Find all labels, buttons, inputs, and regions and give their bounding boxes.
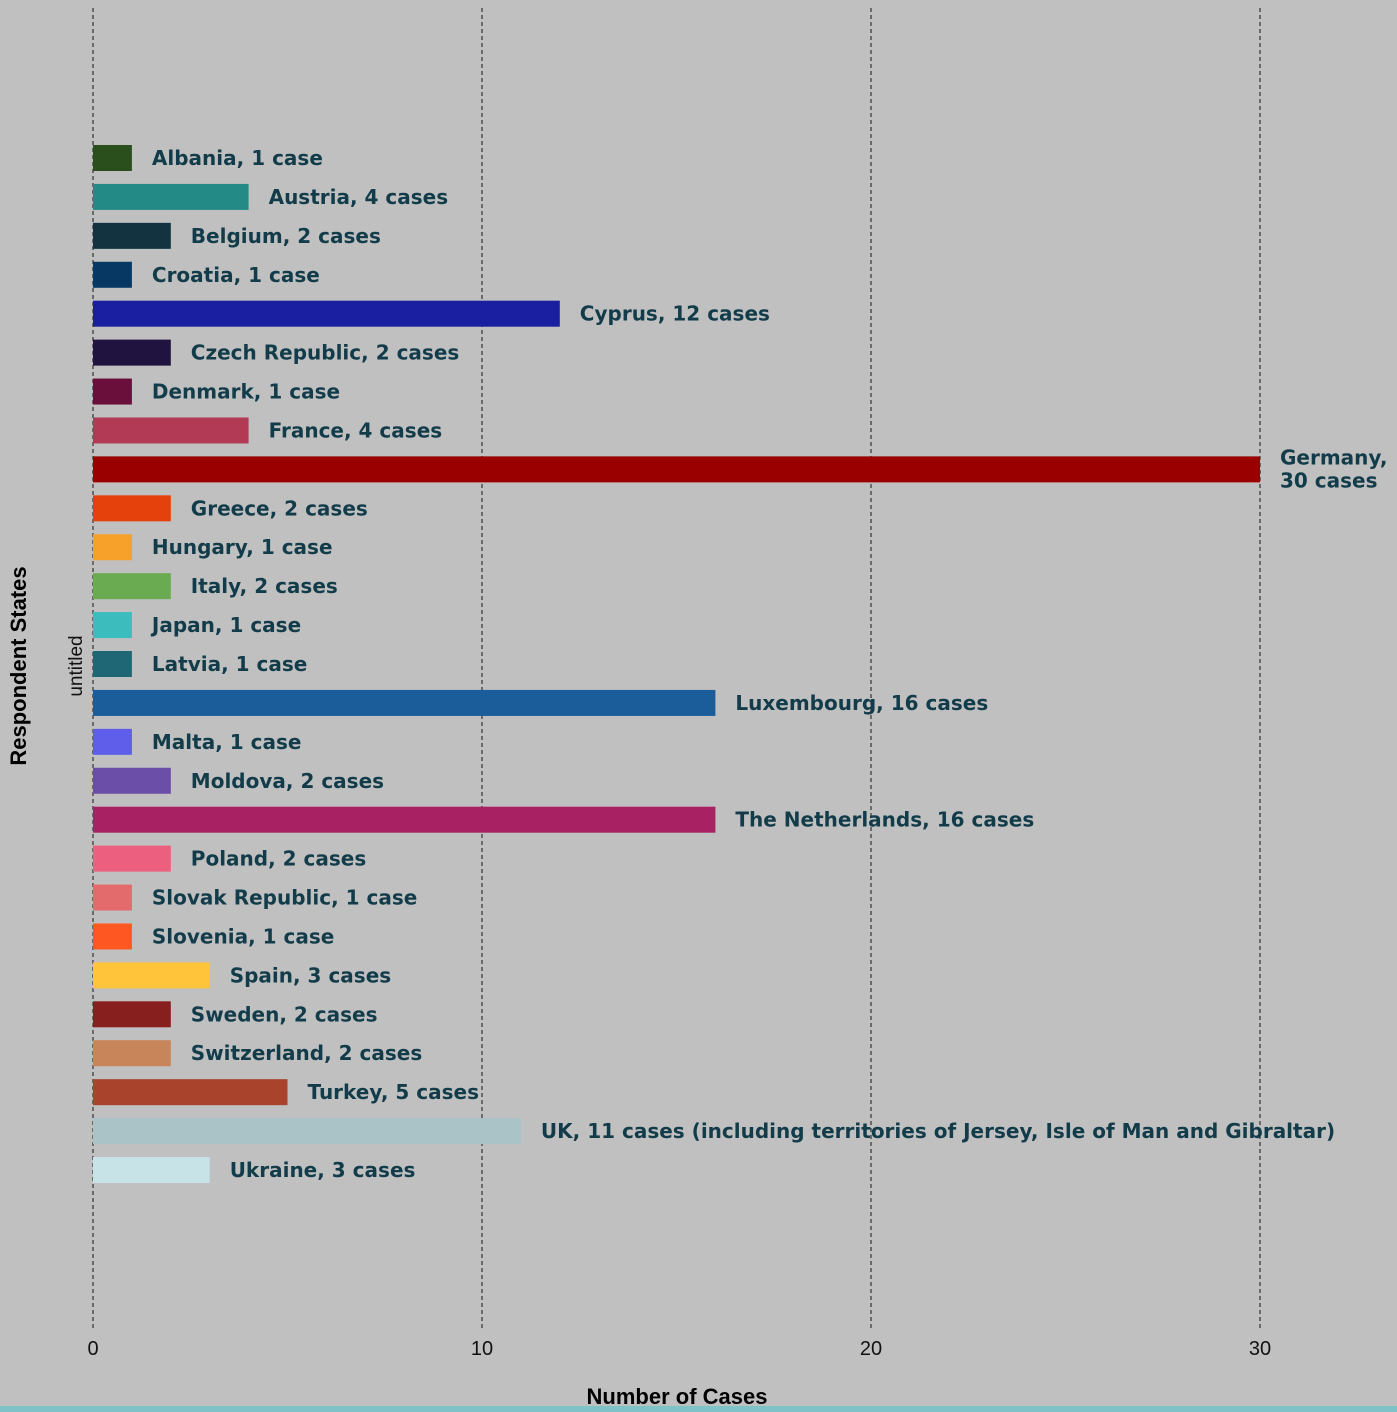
bar: [93, 612, 132, 639]
bar: [93, 145, 132, 171]
x-axis-title: Number of Cases: [586, 1384, 768, 1409]
bar: [93, 1157, 210, 1183]
bar-label: Moldova, 2 cases: [191, 769, 384, 793]
x-tick-label: 20: [860, 1338, 882, 1360]
bar-label: Sweden, 2 cases: [191, 1002, 378, 1026]
y-axis-title: Respondent States: [6, 566, 31, 766]
bar-label: Turkey, 5 cases: [308, 1080, 480, 1104]
bar-label: Latvia, 1 case: [152, 652, 307, 676]
bar-label: Czech Republic, 2 cases: [191, 341, 460, 365]
bar: [93, 806, 716, 833]
bar-label-line: Germany,: [1280, 445, 1388, 469]
bar: [93, 456, 1260, 483]
bar-label: The Netherlands, 16 cases: [735, 808, 1034, 832]
bottom-strip: [0, 1406, 1397, 1412]
bar: [93, 417, 249, 444]
bar-label: Ukraine, 3 cases: [230, 1158, 416, 1182]
bar-label-line: 30 cases: [1280, 468, 1378, 492]
bar-label: Cyprus, 12 cases: [580, 302, 770, 326]
bar: [93, 261, 132, 288]
bar: [93, 845, 171, 872]
x-tick-label: 10: [471, 1338, 493, 1360]
bar-label: Slovak Republic, 1 case: [152, 886, 417, 910]
bar: [93, 495, 171, 522]
bar-label: UK, 11 cases (including territories of J…: [541, 1119, 1335, 1143]
bar: [93, 339, 171, 366]
y-axis-subtitle: untitled: [66, 635, 87, 697]
bar-label: Albania, 1 case: [152, 146, 323, 170]
bar: [93, 1079, 288, 1106]
bar: [93, 534, 132, 561]
bar-label: Slovenia, 1 case: [152, 924, 334, 948]
bar: [93, 728, 132, 755]
bar: [93, 689, 716, 716]
bar: [93, 923, 132, 950]
bar: [93, 573, 171, 600]
bar: [93, 1118, 521, 1145]
bar-label: Malta, 1 case: [152, 730, 302, 754]
bar-label: Denmark, 1 case: [152, 380, 340, 404]
bar: [93, 1040, 171, 1067]
bar: [93, 183, 249, 210]
bar-label: Germany, 30 cases: [1280, 445, 1388, 492]
bar: [93, 300, 560, 327]
bar: [93, 222, 171, 249]
x-tick-label: 30: [1249, 1338, 1271, 1360]
bar-label: Italy, 2 cases: [191, 574, 338, 598]
bar-label: Spain, 3 cases: [230, 963, 391, 987]
bar-label: Luxembourg, 16 cases: [735, 691, 988, 715]
bar-label: France, 4 cases: [269, 418, 443, 442]
bar: [93, 378, 132, 405]
bar-label: Belgium, 2 cases: [191, 224, 381, 248]
x-tick-label: 0: [87, 1338, 98, 1360]
bar-label: Austria, 4 cases: [269, 185, 449, 209]
bar-label: Poland, 2 cases: [191, 847, 366, 871]
bar-label: Hungary, 1 case: [152, 535, 333, 559]
bar-label: Greece, 2 cases: [191, 496, 368, 520]
bar-label: Japan, 1 case: [150, 613, 301, 637]
bar: [93, 1001, 171, 1028]
bar: [93, 962, 210, 989]
bar: [93, 651, 132, 677]
bar-label: Switzerland, 2 cases: [191, 1041, 422, 1065]
bar: [93, 767, 171, 794]
bar-label: Croatia, 1 case: [152, 263, 320, 287]
bar: [93, 884, 132, 911]
